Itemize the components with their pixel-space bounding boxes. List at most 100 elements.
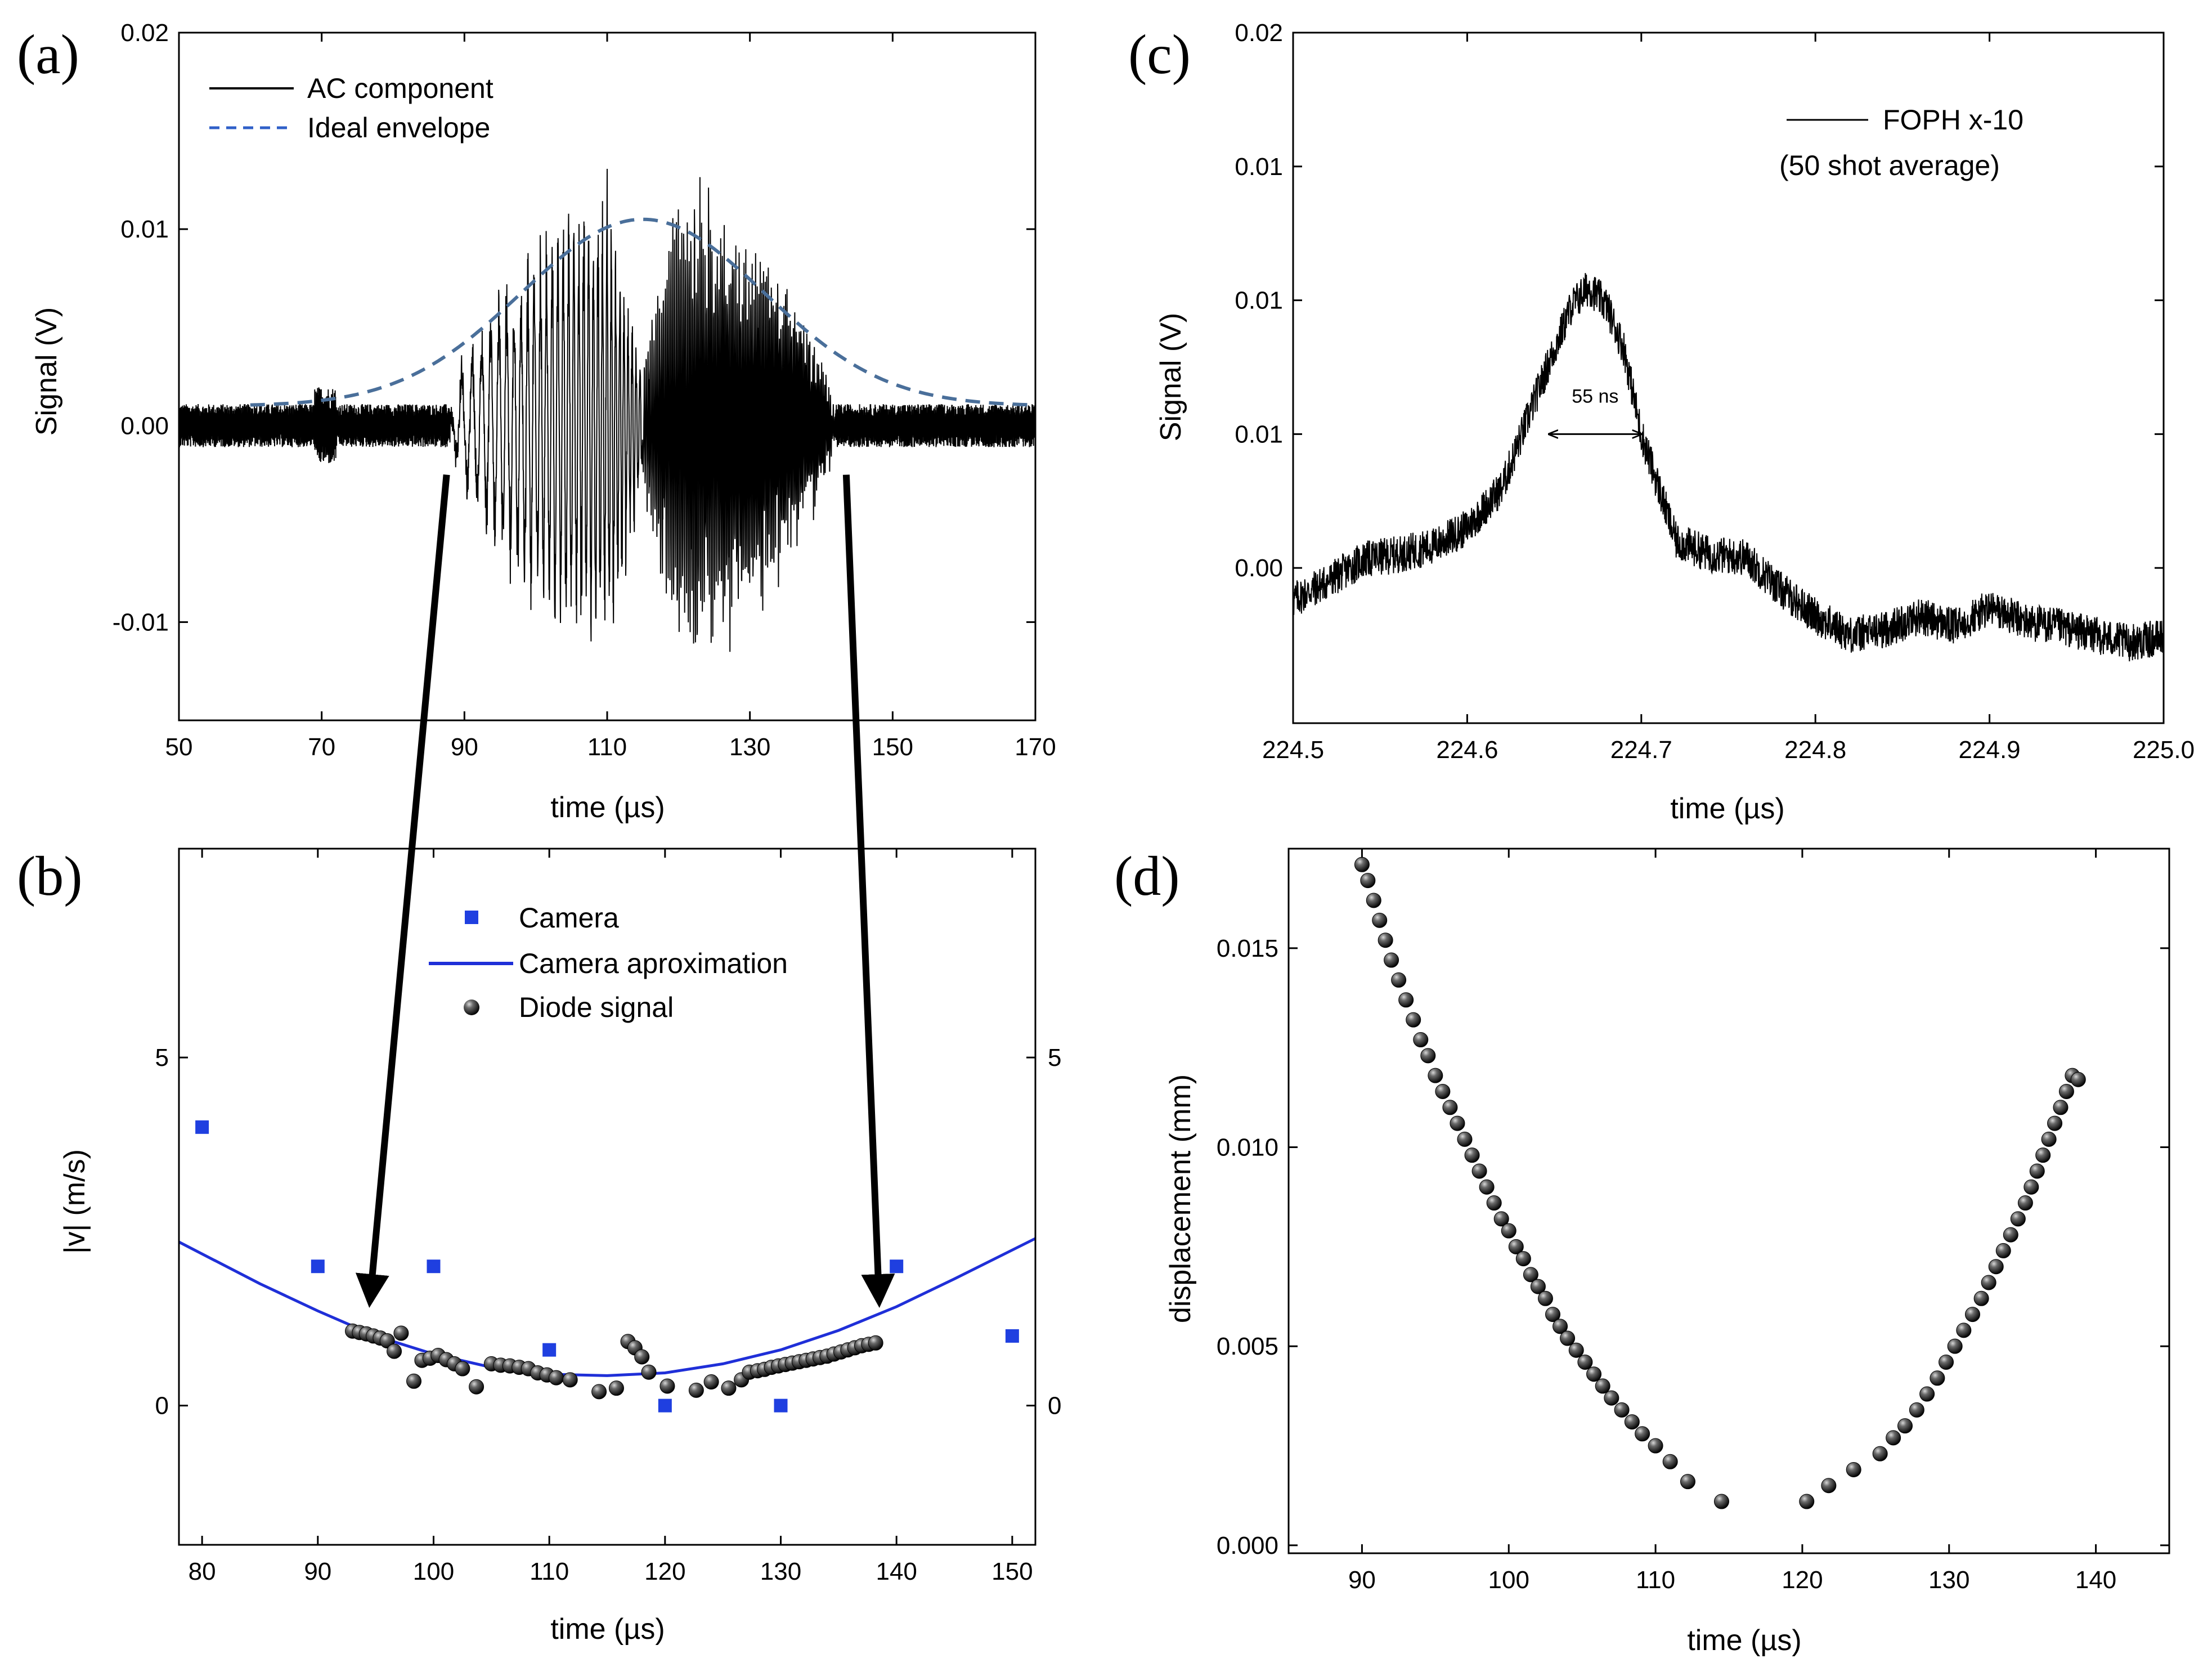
panel-c-fwhm-annotation: 55 ns: [1549, 385, 1641, 434]
displacement-point: [1995, 1243, 2011, 1258]
displacement-point: [1372, 912, 1388, 928]
x-tick-label: 80: [189, 1558, 216, 1585]
panel-d: (d) 90 100 110 120 130 140 0.000 0.005 0.010 0.01…: [1114, 845, 2170, 1657]
panel-b-legend: Camera Camera aproximation Diode signal: [429, 902, 788, 1023]
diode-point: [641, 1364, 657, 1380]
panel-d-plot-area: [1354, 857, 2086, 1509]
displacement-point: [1398, 992, 1414, 1008]
displacement-point: [1515, 1251, 1531, 1267]
displacement-point: [1420, 1048, 1436, 1064]
displacement-point: [1435, 1083, 1451, 1099]
displacement-point: [1442, 1100, 1458, 1115]
displacement-point: [1354, 857, 1370, 872]
displacement-point: [1919, 1386, 1935, 1402]
x-tick-label: 224.6: [1436, 736, 1498, 764]
displacement-point: [1508, 1239, 1524, 1254]
displacement-point: [2053, 1100, 2069, 1115]
x-tick-label: 224.7: [1610, 736, 1672, 764]
displacement-point: [1981, 1275, 1996, 1290]
camera-point: [1005, 1329, 1019, 1343]
displacement-point: [1537, 1290, 1553, 1306]
panel-d-label: (d): [1114, 845, 1180, 907]
displacement-point: [1595, 1378, 1610, 1394]
diode-point: [387, 1343, 402, 1359]
displacement-point: [2058, 1083, 2074, 1099]
displacement-point: [1560, 1330, 1576, 1346]
x-tick-label: 50: [165, 733, 193, 761]
y-tick-label: 0.01: [1235, 420, 1283, 448]
x-tick-label: 224.9: [1959, 736, 2021, 764]
x-tick-label: 130: [760, 1558, 801, 1585]
displacement-point: [1406, 1012, 1421, 1028]
diode-point: [406, 1373, 422, 1389]
legend-label-foph: FOPH x-10: [1883, 104, 2023, 136]
y-tick-label: 0.010: [1217, 1134, 1278, 1162]
displacement-point: [2035, 1147, 2051, 1163]
displacement-point: [2029, 1163, 2045, 1179]
displacement-point: [1956, 1323, 1972, 1338]
displacement-point: [1378, 933, 1393, 948]
diode-point: [549, 1370, 564, 1386]
displacement-point: [1479, 1179, 1495, 1195]
panel-c-label: (c): [1128, 23, 1191, 86]
y-tick-label: 0.01: [1235, 287, 1283, 315]
camera-point: [774, 1398, 788, 1413]
x-tick-label: 120: [1782, 1566, 1823, 1594]
panel-b-axes: 80 90 100 110 120 130 140 150 0 0 5 5: [155, 848, 1061, 1585]
x-tick-label: 70: [308, 733, 335, 761]
displacement-point: [1457, 1131, 1473, 1147]
displacement-point: [1662, 1454, 1678, 1469]
plot-frame: [1287, 848, 2170, 1554]
displacement-point: [2017, 1195, 2033, 1211]
y-tick-label: 0.02: [1235, 19, 1283, 47]
legend-swatch-camera: [465, 911, 478, 924]
panel-d-ylabel: displacement (mm): [1164, 1074, 1197, 1323]
displacement-point: [1624, 1414, 1640, 1430]
displacement-point: [1553, 1319, 1568, 1334]
displacement-point: [2047, 1115, 2063, 1131]
y-tick-label: 0.01: [120, 216, 169, 243]
displacement-point: [1486, 1195, 1502, 1211]
diode-point: [721, 1380, 737, 1396]
displacement-point: [1530, 1279, 1546, 1294]
x-tick-label: 140: [876, 1558, 917, 1585]
x-tick-label: 224.5: [1262, 736, 1324, 764]
x-tick-label: 224.8: [1784, 736, 1846, 764]
x-tick-label: 225.0: [2133, 736, 2195, 764]
y-tick-label: 0.02: [120, 19, 169, 47]
panel-d-xlabel: time (µs): [1687, 1624, 1801, 1657]
x-tick-label: 130: [1928, 1566, 1969, 1594]
panel-c: (c) 224.5 224.6 224.7 224.8 224.9 225.0 0.00 0.…: [1128, 19, 2195, 825]
panel-a-legend: AC component Ideal envelope: [209, 73, 493, 144]
x-tick-label: 110: [1636, 1566, 1675, 1594]
displacement-point: [1384, 952, 1399, 968]
y-tick-label: 5: [155, 1044, 169, 1072]
displacement-point: [1366, 893, 1381, 908]
displacement-point: [1713, 1494, 1729, 1509]
displacement-point: [2003, 1227, 2018, 1243]
displacement-point: [2070, 1072, 2086, 1087]
y-tick-label-right: 0: [1048, 1392, 1061, 1420]
panel-c-axes: 224.5 224.6 224.7 224.8 224.9 225.0 0.00 0.01 0.…: [1235, 19, 2195, 764]
panel-b-label: (b): [17, 845, 83, 907]
displacement-point: [1799, 1494, 1815, 1509]
cross-panel-arrow: [355, 474, 450, 1308]
panel-c-xlabel: time (µs): [1670, 792, 1784, 825]
y-tick-label-right: 5: [1048, 1044, 1061, 1072]
x-tick-label: 100: [1488, 1566, 1529, 1594]
x-tick-label: 140: [2075, 1566, 2116, 1594]
diode-point: [562, 1372, 578, 1388]
displacement-point: [1501, 1223, 1516, 1239]
displacement-point: [1964, 1307, 1980, 1323]
panel-a-axes: 50 70 90 110 130 150 170 -0.01 0.00 0.01 0.02: [113, 19, 1056, 761]
x-tick-label: 100: [413, 1558, 454, 1585]
diode-point: [393, 1325, 409, 1341]
camera-approximation-line: [178, 1237, 1037, 1377]
camera-point: [311, 1259, 325, 1274]
panel-b-ylabel: |v| (m/s): [59, 1149, 91, 1254]
y-tick-label: 0.01: [1235, 153, 1283, 181]
diode-point: [608, 1380, 624, 1396]
x-tick-label: 90: [304, 1558, 331, 1585]
y-tick-label: -0.01: [113, 608, 169, 636]
panel-c-legend: FOPH x-10 (50 shot average): [1779, 104, 2023, 181]
